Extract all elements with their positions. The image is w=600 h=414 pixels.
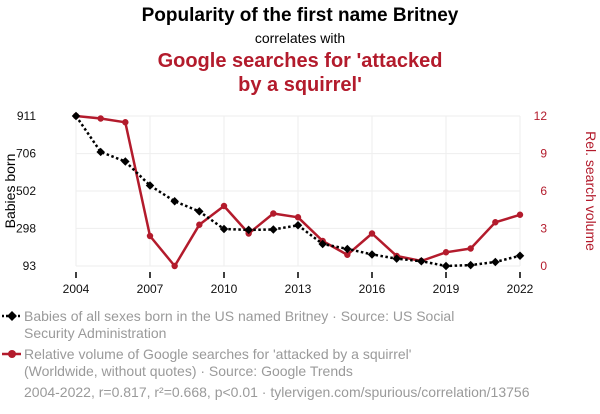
data-point-searches (122, 119, 129, 126)
data-point-babies (491, 257, 500, 267)
data-point-searches (368, 230, 376, 237)
data-point-searches (492, 219, 499, 226)
x-tick-label: 2004 (63, 282, 90, 296)
chart-subtitle-line1: Google searches for 'attacked (158, 50, 443, 72)
data-point-babies (318, 239, 327, 249)
left-tick-label: 706 (16, 147, 36, 161)
left-tick-label: 911 (17, 109, 36, 123)
chart-subtitle-line2: by a squirrel' (238, 74, 362, 96)
legend-item-searches: Relative volume of Google searches for '… (2, 346, 411, 379)
right-axis-title: Rel. search volume (583, 131, 599, 251)
left-tick-label: 298 (16, 221, 36, 235)
data-point-searches (467, 245, 474, 252)
data-point-babies (244, 225, 253, 235)
data-point-searches (442, 249, 450, 256)
left-axis-ticks: 93 298 502 706 911 (16, 109, 36, 273)
legend-marker-diamond (7, 311, 17, 321)
legend-marker-dot (8, 350, 16, 358)
chart-connector: correlates with (255, 30, 345, 46)
data-point-searches (196, 221, 203, 228)
right-tick-label: 0 (540, 259, 547, 273)
data-point-searches (171, 262, 178, 270)
right-axis-ticks: 0 3 6 9 12 (534, 109, 548, 273)
left-axis-title: Babies born (2, 154, 18, 229)
x-tick-label: 2010 (211, 282, 238, 296)
data-point-babies (367, 250, 377, 259)
x-tick-label: 2022 (507, 282, 534, 296)
left-tick-label: 93 (23, 259, 37, 273)
grid (75, 115, 521, 267)
data-point-babies (417, 256, 426, 266)
data-point-babies (71, 111, 81, 121)
data-point-searches (344, 251, 351, 258)
data-point-babies (515, 251, 525, 260)
data-point-babies (269, 225, 278, 234)
data-point-babies (145, 181, 155, 190)
data-point-babies (170, 197, 179, 206)
right-tick-label: 6 (540, 184, 547, 198)
legend-label-searches-line2: (Worldwide, without quotes) · Source: Go… (24, 363, 353, 379)
legend-label-babies-line2: Security Administration (24, 325, 166, 341)
footer-stats: 2004-2022, r=0.817, r²=0.668, p<0.01 · t… (24, 384, 530, 400)
legend-item-babies: Babies of all sexes born in the US named… (2, 308, 454, 341)
right-tick-label: 9 (540, 147, 547, 161)
data-point-babies (343, 244, 352, 254)
series (71, 111, 525, 271)
data-point-babies (293, 221, 303, 230)
data-point-searches (97, 115, 104, 122)
data-point-babies (219, 224, 229, 234)
x-tick-label: 2007 (137, 282, 164, 296)
data-point-babies (441, 261, 451, 271)
x-tick-label: 2013 (285, 282, 312, 296)
x-tick-label: 2019 (433, 282, 460, 296)
data-point-searches (220, 202, 228, 210)
left-tick-label: 502 (16, 184, 36, 198)
right-tick-label: 12 (534, 109, 548, 123)
data-point-babies (121, 157, 130, 166)
data-point-searches (270, 210, 277, 217)
x-axis-ticks: 2004 2007 2010 2013 2016 2019 2022 (63, 272, 534, 296)
legend: Babies of all sexes born in the US named… (2, 308, 454, 379)
legend-label-searches-line1: Relative volume of Google searches for '… (24, 346, 411, 362)
data-point-searches (294, 214, 302, 221)
data-point-babies (96, 147, 105, 157)
data-point-babies (466, 260, 475, 270)
chart-title: Popularity of the first name Britney (142, 5, 459, 26)
right-tick-label: 3 (540, 222, 547, 236)
data-point-babies (392, 254, 401, 263)
x-tick-label: 2016 (359, 282, 386, 296)
data-point-babies (195, 207, 204, 216)
data-point-searches (146, 232, 154, 240)
data-point-searches (516, 211, 524, 218)
legend-label-babies-line1: Babies of all sexes born in the US named… (24, 308, 454, 324)
